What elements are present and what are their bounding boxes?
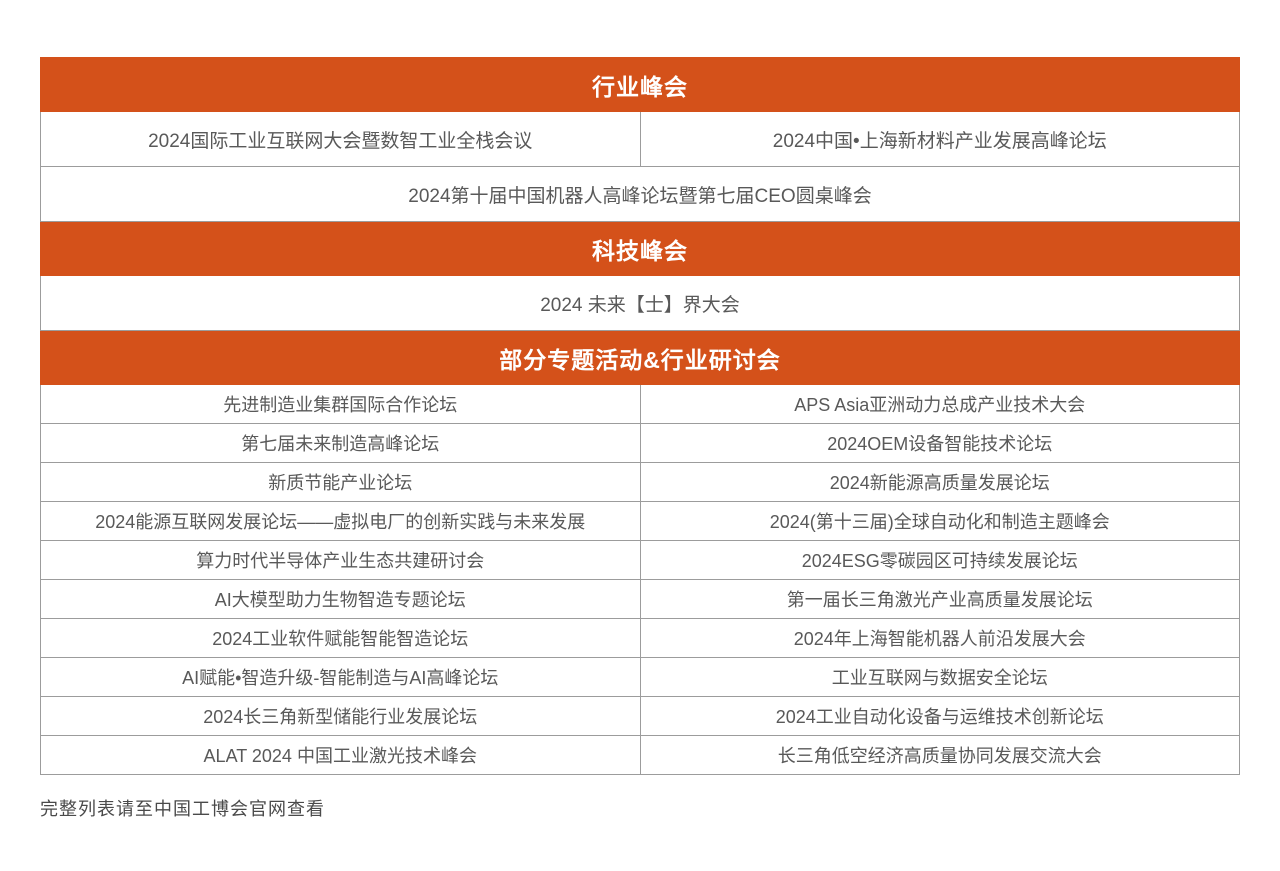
event-cell: 第七届未来制造高峰论坛 xyxy=(40,423,641,463)
section-header-row: 部分专题活动&行业研讨会 xyxy=(40,330,1240,385)
table-row: 2024 未来【士】界大会 xyxy=(40,275,1240,331)
event-cell: 2024能源互联网发展论坛——虚拟电厂的创新实践与未来发展 xyxy=(40,501,641,541)
table-row: AI大模型助力生物智造专题论坛 第一届长三角激光产业高质量发展论坛 xyxy=(40,579,1240,619)
event-cell: 2024OEM设备智能技术论坛 xyxy=(639,423,1240,463)
event-cell: 2024新能源高质量发展论坛 xyxy=(639,462,1240,502)
event-cell: AI大模型助力生物智造专题论坛 xyxy=(40,579,641,619)
section-header-row: 科技峰会 xyxy=(40,221,1240,276)
event-cell: 2024国际工业互联网大会暨数智工业全栈会议 xyxy=(40,111,641,167)
event-cell: 长三角低空经济高质量协同发展交流大会 xyxy=(639,735,1240,775)
table-row: 2024国际工业互联网大会暨数智工业全栈会议 2024中国•上海新材料产业发展高峰… xyxy=(40,111,1240,167)
event-cell: 2024工业自动化设备与运维技术创新论坛 xyxy=(639,696,1240,736)
table-row: 2024长三角新型储能行业发展论坛 2024工业自动化设备与运维技术创新论坛 xyxy=(40,696,1240,736)
table-row: 第七届未来制造高峰论坛 2024OEM设备智能技术论坛 xyxy=(40,423,1240,463)
footer-note: 完整列表请至中国工博会官网查看 xyxy=(40,799,325,819)
table-row: 新质节能产业论坛 2024新能源高质量发展论坛 xyxy=(40,462,1240,502)
event-cell: ALAT 2024 中国工业激光技术峰会 xyxy=(40,735,641,775)
table-row: ALAT 2024 中国工业激光技术峰会 长三角低空经济高质量协同发展交流大会 xyxy=(40,735,1240,775)
event-cell: 工业互联网与数据安全论坛 xyxy=(639,657,1240,697)
event-cell: 2024(第十三届)全球自动化和制造主题峰会 xyxy=(639,501,1240,541)
event-cell: 算力时代半导体产业生态共建研讨会 xyxy=(40,540,641,580)
table-row: 2024能源互联网发展论坛——虚拟电厂的创新实践与未来发展 2024(第十三届)全… xyxy=(40,501,1240,541)
table-row: 算力时代半导体产业生态共建研讨会 2024ESG零碳园区可持续发展论坛 xyxy=(40,540,1240,580)
summit-table: 行业峰会 2024国际工业互联网大会暨数智工业全栈会议 2024中国•上海新材料产业… xyxy=(40,57,1240,775)
event-cell: 2024中国•上海新材料产业发展高峰论坛 xyxy=(639,111,1240,167)
event-cell: 第一届长三角激光产业高质量发展论坛 xyxy=(639,579,1240,619)
event-cell: 2024 未来【士】界大会 xyxy=(40,275,1240,331)
event-cell: 先进制造业集群国际合作论坛 xyxy=(40,384,641,424)
event-cell: 新质节能产业论坛 xyxy=(40,462,641,502)
summit-table-body: 行业峰会 2024国际工业互联网大会暨数智工业全栈会议 2024中国•上海新材料产业… xyxy=(40,57,1240,775)
section-header: 行业峰会 xyxy=(40,57,1240,112)
event-cell: 2024工业软件赋能智能智造论坛 xyxy=(40,618,641,658)
table-row: 2024工业软件赋能智能智造论坛 2024年上海智能机器人前沿发展大会 xyxy=(40,618,1240,658)
event-cell: APS Asia亚洲动力总成产业技术大会 xyxy=(639,384,1240,424)
event-cell: 2024第十届中国机器人高峰论坛暨第七届CEO圆桌峰会 xyxy=(40,166,1240,222)
section-header: 科技峰会 xyxy=(40,221,1240,276)
table-row: 2024第十届中国机器人高峰论坛暨第七届CEO圆桌峰会 xyxy=(40,166,1240,222)
table-row: AI赋能•智造升级-智能制造与AI高峰论坛 工业互联网与数据安全论坛 xyxy=(40,657,1240,697)
section-header-row: 行业峰会 xyxy=(40,57,1240,112)
event-cell: 2024ESG零碳园区可持续发展论坛 xyxy=(639,540,1240,580)
event-cell: 2024长三角新型储能行业发展论坛 xyxy=(40,696,641,736)
table-row: 先进制造业集群国际合作论坛 APS Asia亚洲动力总成产业技术大会 xyxy=(40,384,1240,424)
event-cell: 2024年上海智能机器人前沿发展大会 xyxy=(639,618,1240,658)
event-cell: AI赋能•智造升级-智能制造与AI高峰论坛 xyxy=(40,657,641,697)
section-header: 部分专题活动&行业研讨会 xyxy=(40,330,1240,385)
